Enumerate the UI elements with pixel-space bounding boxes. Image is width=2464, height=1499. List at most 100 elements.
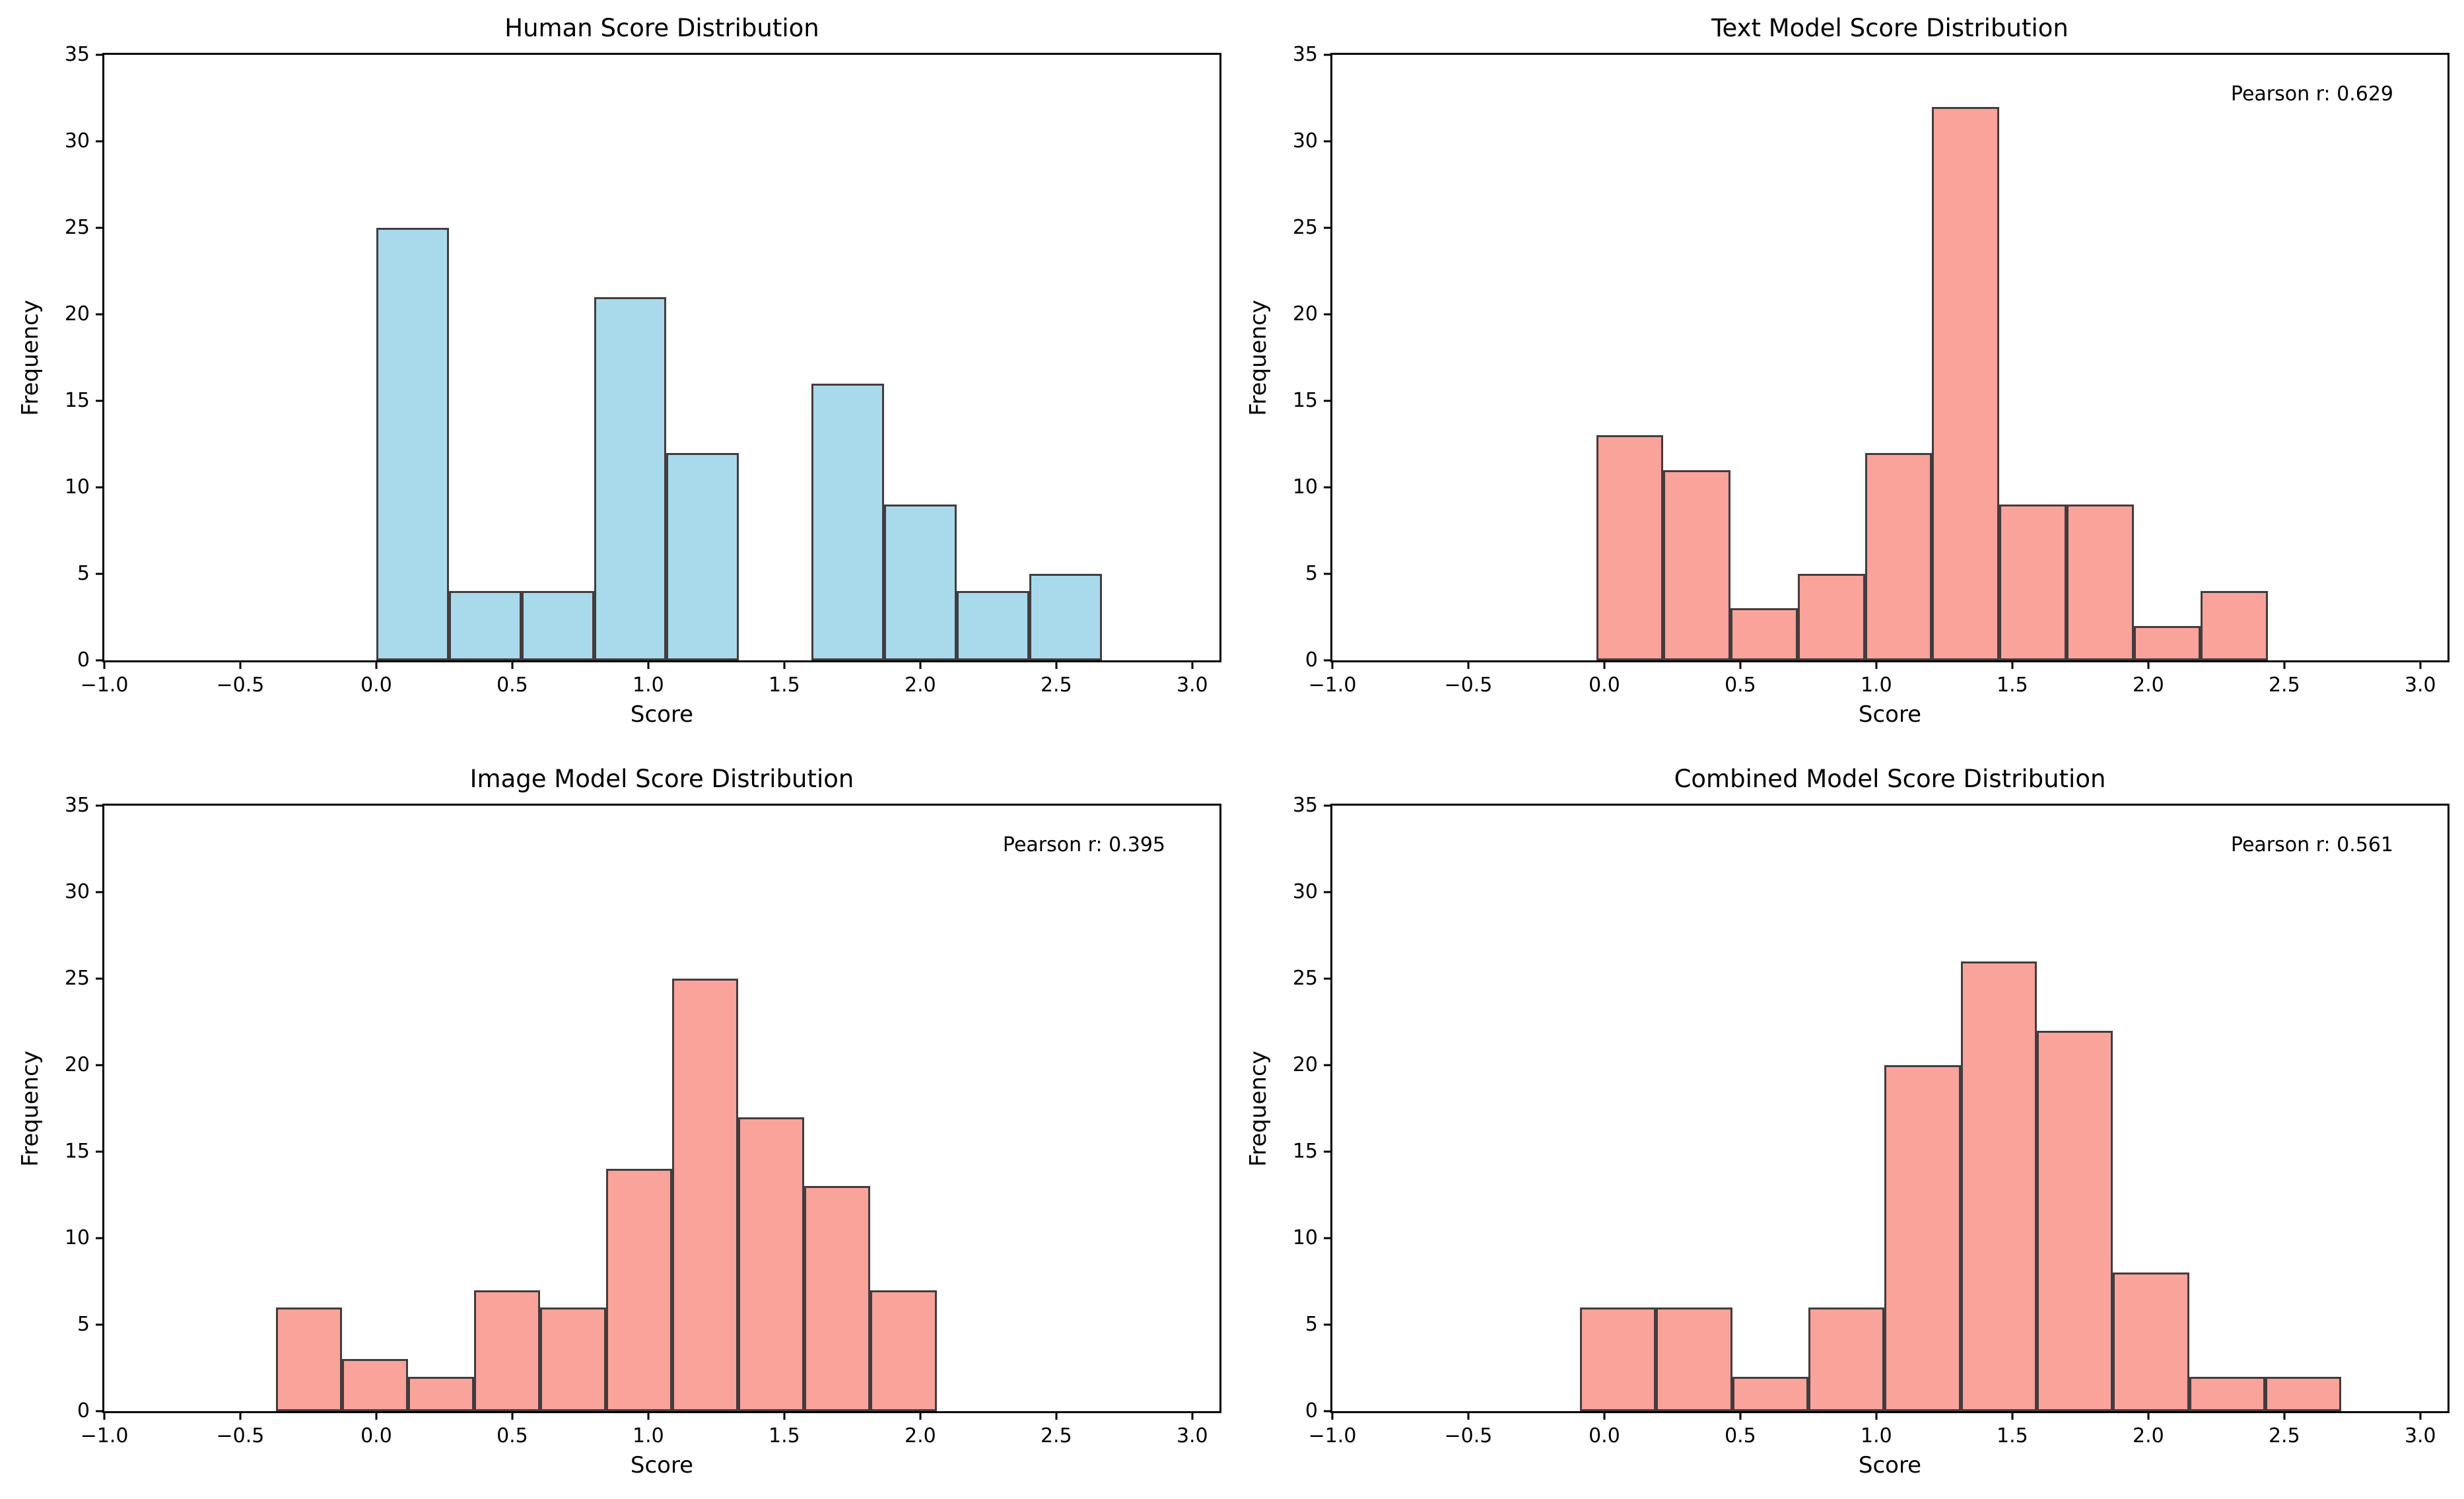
histogram-bar bbox=[1579, 1307, 1657, 1411]
y-axis-tick-label: 0 bbox=[77, 1399, 90, 1422]
histogram-bar bbox=[2265, 1376, 2342, 1411]
y-axis-tick-label: 35 bbox=[64, 794, 90, 817]
y-axis-tick bbox=[1324, 1323, 1332, 1326]
x-axis-tick bbox=[647, 660, 650, 669]
histogram-bar bbox=[804, 1186, 871, 1411]
x-axis-tick bbox=[103, 660, 106, 669]
y-axis-tick bbox=[96, 659, 104, 662]
x-axis-tick bbox=[1467, 660, 1470, 669]
x-axis-tick-label: −1.0 bbox=[80, 674, 129, 697]
y-axis-tick bbox=[1324, 573, 1332, 575]
y-axis-tick-label: 20 bbox=[64, 302, 90, 326]
x-axis-tick bbox=[783, 660, 786, 669]
y-axis-tick bbox=[1324, 1410, 1332, 1412]
y-axis-tick bbox=[1324, 486, 1332, 489]
x-axis-tick bbox=[1191, 1411, 1194, 1420]
y-axis-tick bbox=[96, 891, 104, 893]
x-axis-tick-label: 2.0 bbox=[904, 1424, 936, 1447]
y-axis-tick bbox=[96, 486, 104, 489]
y-axis-tick bbox=[1324, 53, 1332, 56]
histogram-bar bbox=[2189, 1376, 2265, 1411]
x-axis-tick bbox=[511, 1411, 514, 1420]
y-axis-tick-label: 25 bbox=[1292, 216, 1318, 239]
y-axis-tick-label: 30 bbox=[1292, 880, 1318, 903]
y-axis-tick-label: 5 bbox=[1305, 1313, 1318, 1336]
y-axis-tick bbox=[1324, 227, 1332, 229]
y-axis-tick-label: 10 bbox=[1292, 1226, 1318, 1249]
x-axis-tick-label: 1.0 bbox=[1861, 674, 1892, 697]
x-axis-tick bbox=[239, 1411, 242, 1420]
y-axis-label: Frequency bbox=[17, 1050, 44, 1167]
x-axis-tick bbox=[1331, 1411, 1334, 1420]
x-axis-tick bbox=[2147, 660, 2150, 669]
x-axis-tick-label: 0.5 bbox=[496, 674, 528, 697]
pearson-r-annotation: Pearson r: 0.561 bbox=[2230, 833, 2393, 856]
x-axis-tick-label: 2.0 bbox=[2132, 674, 2164, 697]
y-axis-label: Frequency bbox=[1245, 1050, 1272, 1167]
histogram-bar bbox=[407, 1376, 474, 1411]
x-axis-label: Score bbox=[630, 701, 694, 728]
y-axis-tick bbox=[1324, 804, 1332, 807]
pearson-r-annotation: Pearson r: 0.629 bbox=[2230, 83, 2393, 106]
y-axis-tick-label: 20 bbox=[1292, 1053, 1318, 1076]
subplot-human-score-distribution: Human Score Distribution Frequency Score… bbox=[17, 14, 1221, 728]
y-axis-tick-label: 25 bbox=[1292, 967, 1318, 990]
x-axis-tick-label: 2.0 bbox=[904, 674, 936, 697]
histogram-bar bbox=[376, 228, 449, 660]
x-axis-tick bbox=[1603, 1411, 1606, 1420]
y-axis-tick bbox=[96, 227, 104, 229]
x-axis-tick-label: 0.5 bbox=[496, 1424, 528, 1447]
x-axis-tick-label: −1.0 bbox=[1308, 1424, 1357, 1447]
histogram-bar bbox=[594, 296, 667, 660]
x-axis-tick bbox=[2011, 660, 2014, 669]
y-axis-tick bbox=[96, 400, 104, 402]
histogram-bar bbox=[473, 1290, 540, 1411]
y-axis-tick bbox=[96, 1237, 104, 1239]
x-axis-label: Score bbox=[1858, 701, 1922, 728]
x-axis-label: Score bbox=[1858, 1452, 1922, 1479]
x-axis-tick bbox=[1739, 660, 1742, 669]
histogram-bar bbox=[2066, 505, 2134, 660]
x-axis-tick bbox=[1467, 1411, 1470, 1420]
y-axis-tick-label: 0 bbox=[1305, 648, 1318, 672]
y-axis-tick-label: 35 bbox=[1292, 794, 1318, 817]
x-axis-tick-label: 2.0 bbox=[2132, 1424, 2164, 1447]
x-axis-label: Score bbox=[630, 1452, 694, 1479]
chart-title: Combined Model Score Distribution bbox=[1674, 765, 2106, 793]
y-axis-tick bbox=[96, 1410, 104, 1412]
y-axis-tick bbox=[96, 804, 104, 807]
y-axis-tick bbox=[1324, 1150, 1332, 1153]
x-axis-tick-label: 0.0 bbox=[360, 1424, 392, 1447]
histogram-bar bbox=[521, 591, 594, 660]
y-axis-tick bbox=[96, 140, 104, 143]
x-axis-tick bbox=[2419, 660, 2422, 669]
x-axis-tick-label: 0.0 bbox=[1589, 1424, 1620, 1447]
y-axis-tick-label: 30 bbox=[64, 880, 90, 903]
y-axis-tick bbox=[96, 53, 104, 56]
x-axis-tick bbox=[783, 1411, 786, 1420]
histogram-bar bbox=[2113, 1272, 2189, 1411]
plot-area: −1.0 −0.5 0.0 0.5 1.0 1.5 2.0 2.5 3.0 0 5 10 15 20 25 3… bbox=[1293, 794, 2447, 1447]
histogram-bar bbox=[738, 1117, 805, 1411]
x-axis-tick-label: 1.0 bbox=[633, 1424, 664, 1447]
y-axis-tick-label: 15 bbox=[64, 1140, 90, 1163]
y-axis-tick-label: 5 bbox=[1305, 562, 1318, 585]
y-axis-tick-label: 20 bbox=[1292, 302, 1318, 326]
subplot-image-model-score-distribution: Image Model Score Distribution Frequency… bbox=[17, 765, 1221, 1479]
y-axis-tick-label: 0 bbox=[1305, 1399, 1318, 1422]
x-axis-tick-label: −1.0 bbox=[80, 1424, 129, 1447]
histogram-bar bbox=[1797, 574, 1865, 660]
x-axis-tick-label: 1.5 bbox=[769, 1424, 800, 1447]
y-axis-tick-label: 10 bbox=[64, 1226, 90, 1249]
x-axis-tick bbox=[103, 1411, 106, 1420]
x-axis-tick-label: 2.5 bbox=[1040, 1424, 1072, 1447]
x-axis-tick bbox=[2147, 1411, 2150, 1420]
x-axis-tick-label: 0.5 bbox=[1725, 1424, 1756, 1447]
x-axis-tick-label: 3.0 bbox=[2404, 674, 2436, 697]
x-axis-tick-label: 1.0 bbox=[1861, 1424, 1892, 1447]
y-axis-tick-label: 5 bbox=[77, 1313, 90, 1336]
histogram-bar bbox=[606, 1169, 673, 1411]
y-axis-tick-label: 25 bbox=[64, 216, 90, 239]
y-axis-tick-label: 30 bbox=[1292, 129, 1318, 153]
x-axis-tick bbox=[511, 660, 514, 669]
